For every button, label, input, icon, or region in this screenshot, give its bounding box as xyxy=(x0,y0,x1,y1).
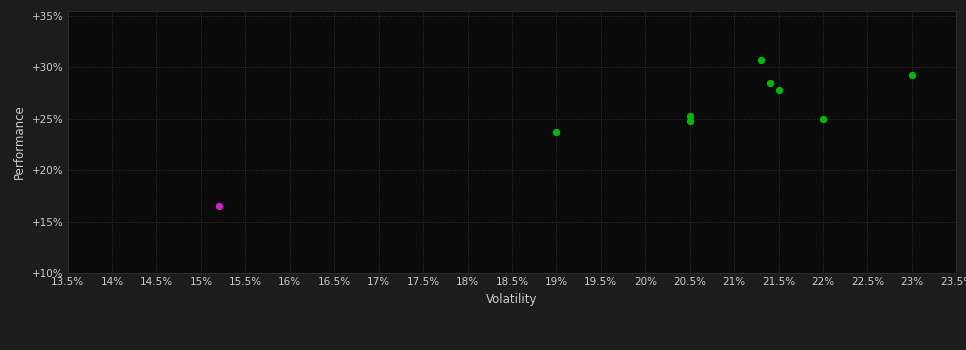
Point xyxy=(762,80,778,85)
X-axis label: Volatility: Volatility xyxy=(486,293,538,306)
Point xyxy=(753,57,769,63)
Y-axis label: Performance: Performance xyxy=(14,104,26,179)
Point xyxy=(771,87,786,92)
Point xyxy=(211,203,226,209)
Point xyxy=(682,113,697,118)
Point xyxy=(815,116,831,121)
Point xyxy=(904,72,920,78)
Point xyxy=(682,118,697,124)
Point xyxy=(549,129,564,135)
